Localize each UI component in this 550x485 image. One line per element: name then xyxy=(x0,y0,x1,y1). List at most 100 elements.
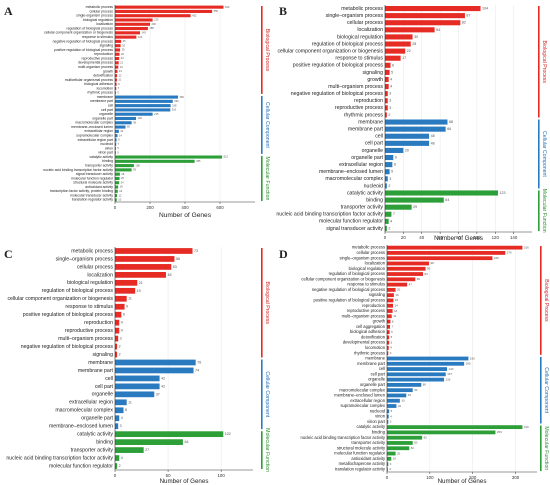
category-label: macromolecular complex xyxy=(339,387,386,392)
panel-letter-b: B xyxy=(279,4,288,18)
category-label: regulation of biological process xyxy=(66,26,113,30)
value-label: 26 xyxy=(121,176,124,180)
bar-cell-part xyxy=(385,140,430,146)
bar-metabolic-process xyxy=(385,5,481,12)
category-label: signaling xyxy=(369,292,386,297)
bar-developmental-process xyxy=(387,340,390,345)
category-label: rhythmic process xyxy=(354,350,385,355)
bar-localization xyxy=(115,272,166,278)
panel-letter-d: D xyxy=(279,247,288,261)
bar-membrane-part xyxy=(385,126,446,132)
value-label: 3 xyxy=(389,177,391,181)
category-label: locomotion xyxy=(97,86,114,90)
category-label: virion part xyxy=(367,419,386,424)
value-label: 9 xyxy=(395,155,397,159)
group-bracket xyxy=(540,246,542,355)
category-label: membrane xyxy=(365,356,385,361)
value-label: 4 xyxy=(390,414,392,418)
category-label: localization xyxy=(87,272,113,278)
value-label: 19 xyxy=(137,289,141,293)
value-label: 80 xyxy=(423,383,427,387)
bar-molecular-transducer-activity xyxy=(115,194,118,198)
bar-cellular-component-organization-or-biogenesis xyxy=(115,31,141,35)
category-label: biological regulation xyxy=(337,34,383,40)
group-label: Biological Process xyxy=(543,279,549,322)
value-label: 66 xyxy=(417,277,421,281)
group-bracket xyxy=(538,119,540,189)
value-label: 11 xyxy=(393,314,396,318)
bar-biological-adhesion xyxy=(115,82,117,86)
bar-signaling xyxy=(387,293,394,298)
category-label: locomotion xyxy=(365,345,386,350)
value-label: 3 xyxy=(389,92,391,96)
category-label: transporter activity xyxy=(341,205,384,211)
bar-extracellular-region xyxy=(115,399,127,406)
value-label: 74 xyxy=(195,368,199,372)
bar-metallochaperone-activity xyxy=(387,462,389,466)
bar-macromolecular-complex xyxy=(115,121,132,125)
category-label: extracellular region part xyxy=(78,138,113,142)
value-label: 3 xyxy=(389,106,391,110)
value-label: 133 xyxy=(446,377,451,381)
category-label: biological adhesion xyxy=(350,329,386,334)
value-label: 120 xyxy=(138,116,143,120)
value-label: 54 xyxy=(436,28,440,32)
value-label: 5 xyxy=(391,340,393,344)
value-label: 26 xyxy=(121,52,124,56)
category-label: membrane–enclosed lumen xyxy=(319,169,383,175)
bar-membrane-enclosed-lumen xyxy=(385,169,390,175)
value-label: 104 xyxy=(482,7,488,11)
value-label: 14 xyxy=(395,303,399,307)
bar-binding xyxy=(115,439,183,445)
category-label: cellular process xyxy=(347,20,383,26)
bar-molecular-function-regulator xyxy=(115,463,118,469)
bar-nucleic-acid-binding-transcription-factor-activity xyxy=(115,455,120,461)
category-label: multi-organism process xyxy=(78,65,113,69)
bar-cell-part xyxy=(115,383,160,390)
value-label: 5 xyxy=(391,409,393,413)
category-label: regulation of biological process xyxy=(329,271,385,276)
value-label: 4 xyxy=(121,329,123,333)
value-label: 45 xyxy=(408,393,412,397)
category-label: nucleic acid binding transcription facto… xyxy=(300,435,385,440)
value-label: 3 xyxy=(390,462,392,466)
category-label: developmental process xyxy=(343,340,385,345)
value-label: 7 xyxy=(392,325,394,329)
category-label: detoxification xyxy=(93,74,113,78)
value-label: 9 xyxy=(126,305,128,309)
category-label: rhythmic process xyxy=(87,91,113,95)
x-tick-label: 140 xyxy=(510,235,518,240)
category-label: macromolecular complex xyxy=(55,408,113,414)
bar-metabolic-process xyxy=(387,245,523,250)
bar-membrane-part xyxy=(387,361,465,366)
value-label: 6 xyxy=(123,313,125,317)
value-label: 7 xyxy=(118,142,120,146)
bar-biological-adhesion xyxy=(387,330,390,335)
category-label: cellular component organization or bioge… xyxy=(301,276,385,281)
bar-organelle-part xyxy=(387,382,422,387)
bar-cell xyxy=(387,367,447,371)
bar-structural-molecule-activity xyxy=(115,181,120,185)
category-label: organelle xyxy=(99,112,113,116)
category-label: supramolecular complex xyxy=(76,134,113,138)
bar-molecular-function-regulator xyxy=(115,176,120,180)
value-label: 15 xyxy=(395,298,399,302)
category-label: metabolic process xyxy=(86,5,114,9)
x-tick-label: 100 xyxy=(473,235,481,240)
category-label: negative regulation of biological proces… xyxy=(312,287,385,292)
category-label: positive regulation of biological proces… xyxy=(293,63,384,69)
category-label: membrane xyxy=(88,360,113,366)
bar-negative-regulation-of-biological-process xyxy=(115,343,118,350)
value-label: 48 xyxy=(431,134,435,138)
x-axis-label: Number of Genes xyxy=(438,478,487,485)
bar-transporter-activity xyxy=(115,447,144,453)
value-label: 188 xyxy=(149,26,154,30)
bar-localization xyxy=(387,261,429,266)
category-label: translation regulator activity xyxy=(72,198,114,202)
value-label: 7 xyxy=(393,212,395,216)
value-label: 95 xyxy=(133,168,136,172)
x-tick-label: 50 xyxy=(166,473,171,478)
value-label: 48 xyxy=(167,273,171,277)
chart-panel-b: metabolic process 104 single–organism proc… xyxy=(275,0,550,242)
value-label: 90 xyxy=(427,267,431,271)
